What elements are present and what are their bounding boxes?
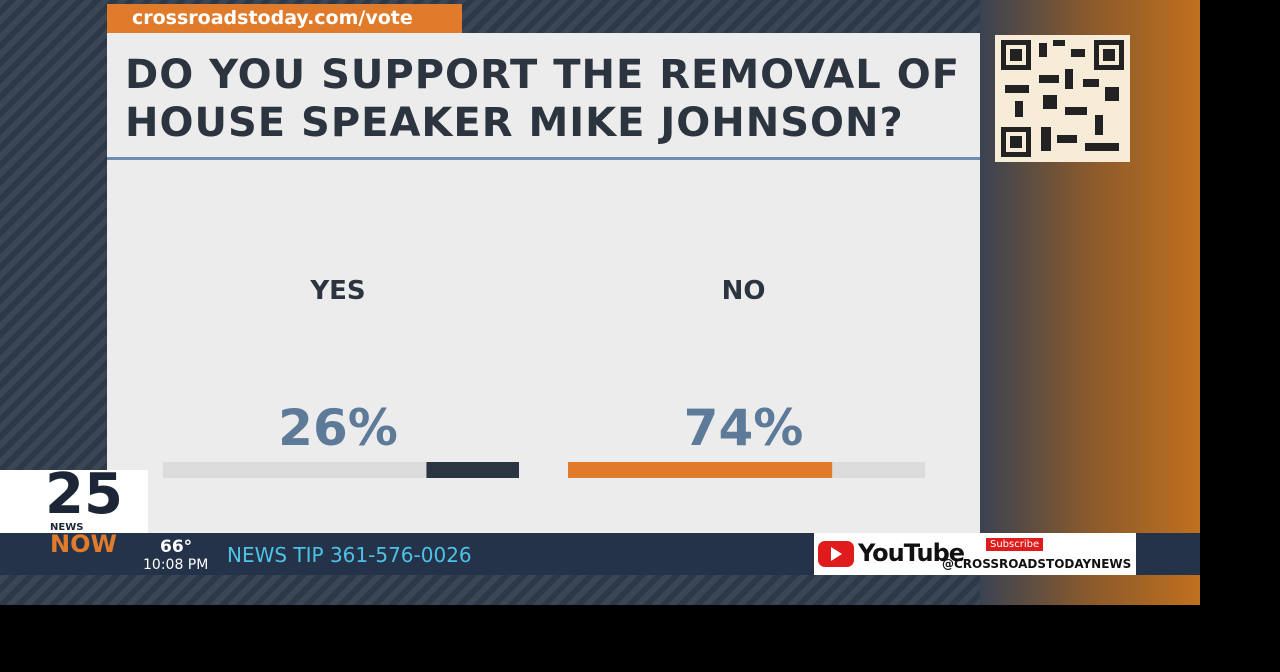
broadcast-screen: crossroadstoday.com/vote DO YOU SUPPORT … <box>0 0 1200 605</box>
chart: YES 26% NO 74% <box>163 276 925 478</box>
channel-handle: @CROSSROADSTODAYNEWS <box>942 557 1132 571</box>
news-tip: NEWS TIP 361-576-0026 <box>227 543 472 567</box>
temperature: 66° <box>160 537 193 557</box>
youtube-banner: YouTube Subscribe @CROSSROADSTODAYNEWS <box>814 533 1136 575</box>
poll-panel: DO YOU SUPPORT THE REMOVAL OF HOUSE SPEA… <box>107 33 980 533</box>
category-label: YES <box>309 276 365 306</box>
logo-now: NOW <box>50 530 117 558</box>
value-label: 74% <box>684 399 804 457</box>
chart-title: DO YOU SUPPORT THE REMOVAL OF HOUSE SPEA… <box>125 52 961 146</box>
category-label: NO <box>722 276 766 306</box>
bar <box>568 462 833 478</box>
youtube-label: YouTube <box>858 539 965 567</box>
vote-url: crossroadstoday.com/vote <box>107 4 462 33</box>
logo-number: 25 <box>45 462 123 527</box>
station-logo: 25 NEWS <box>0 462 148 533</box>
youtube-icon <box>818 541 854 567</box>
bar <box>426 462 519 478</box>
qr-code <box>995 35 1130 162</box>
time: 10:08 PM <box>143 557 209 573</box>
value-label: 26% <box>278 399 398 457</box>
subscribe-button: Subscribe <box>986 538 1044 551</box>
title-rule <box>107 157 980 160</box>
logo-news: NEWS <box>50 522 84 533</box>
